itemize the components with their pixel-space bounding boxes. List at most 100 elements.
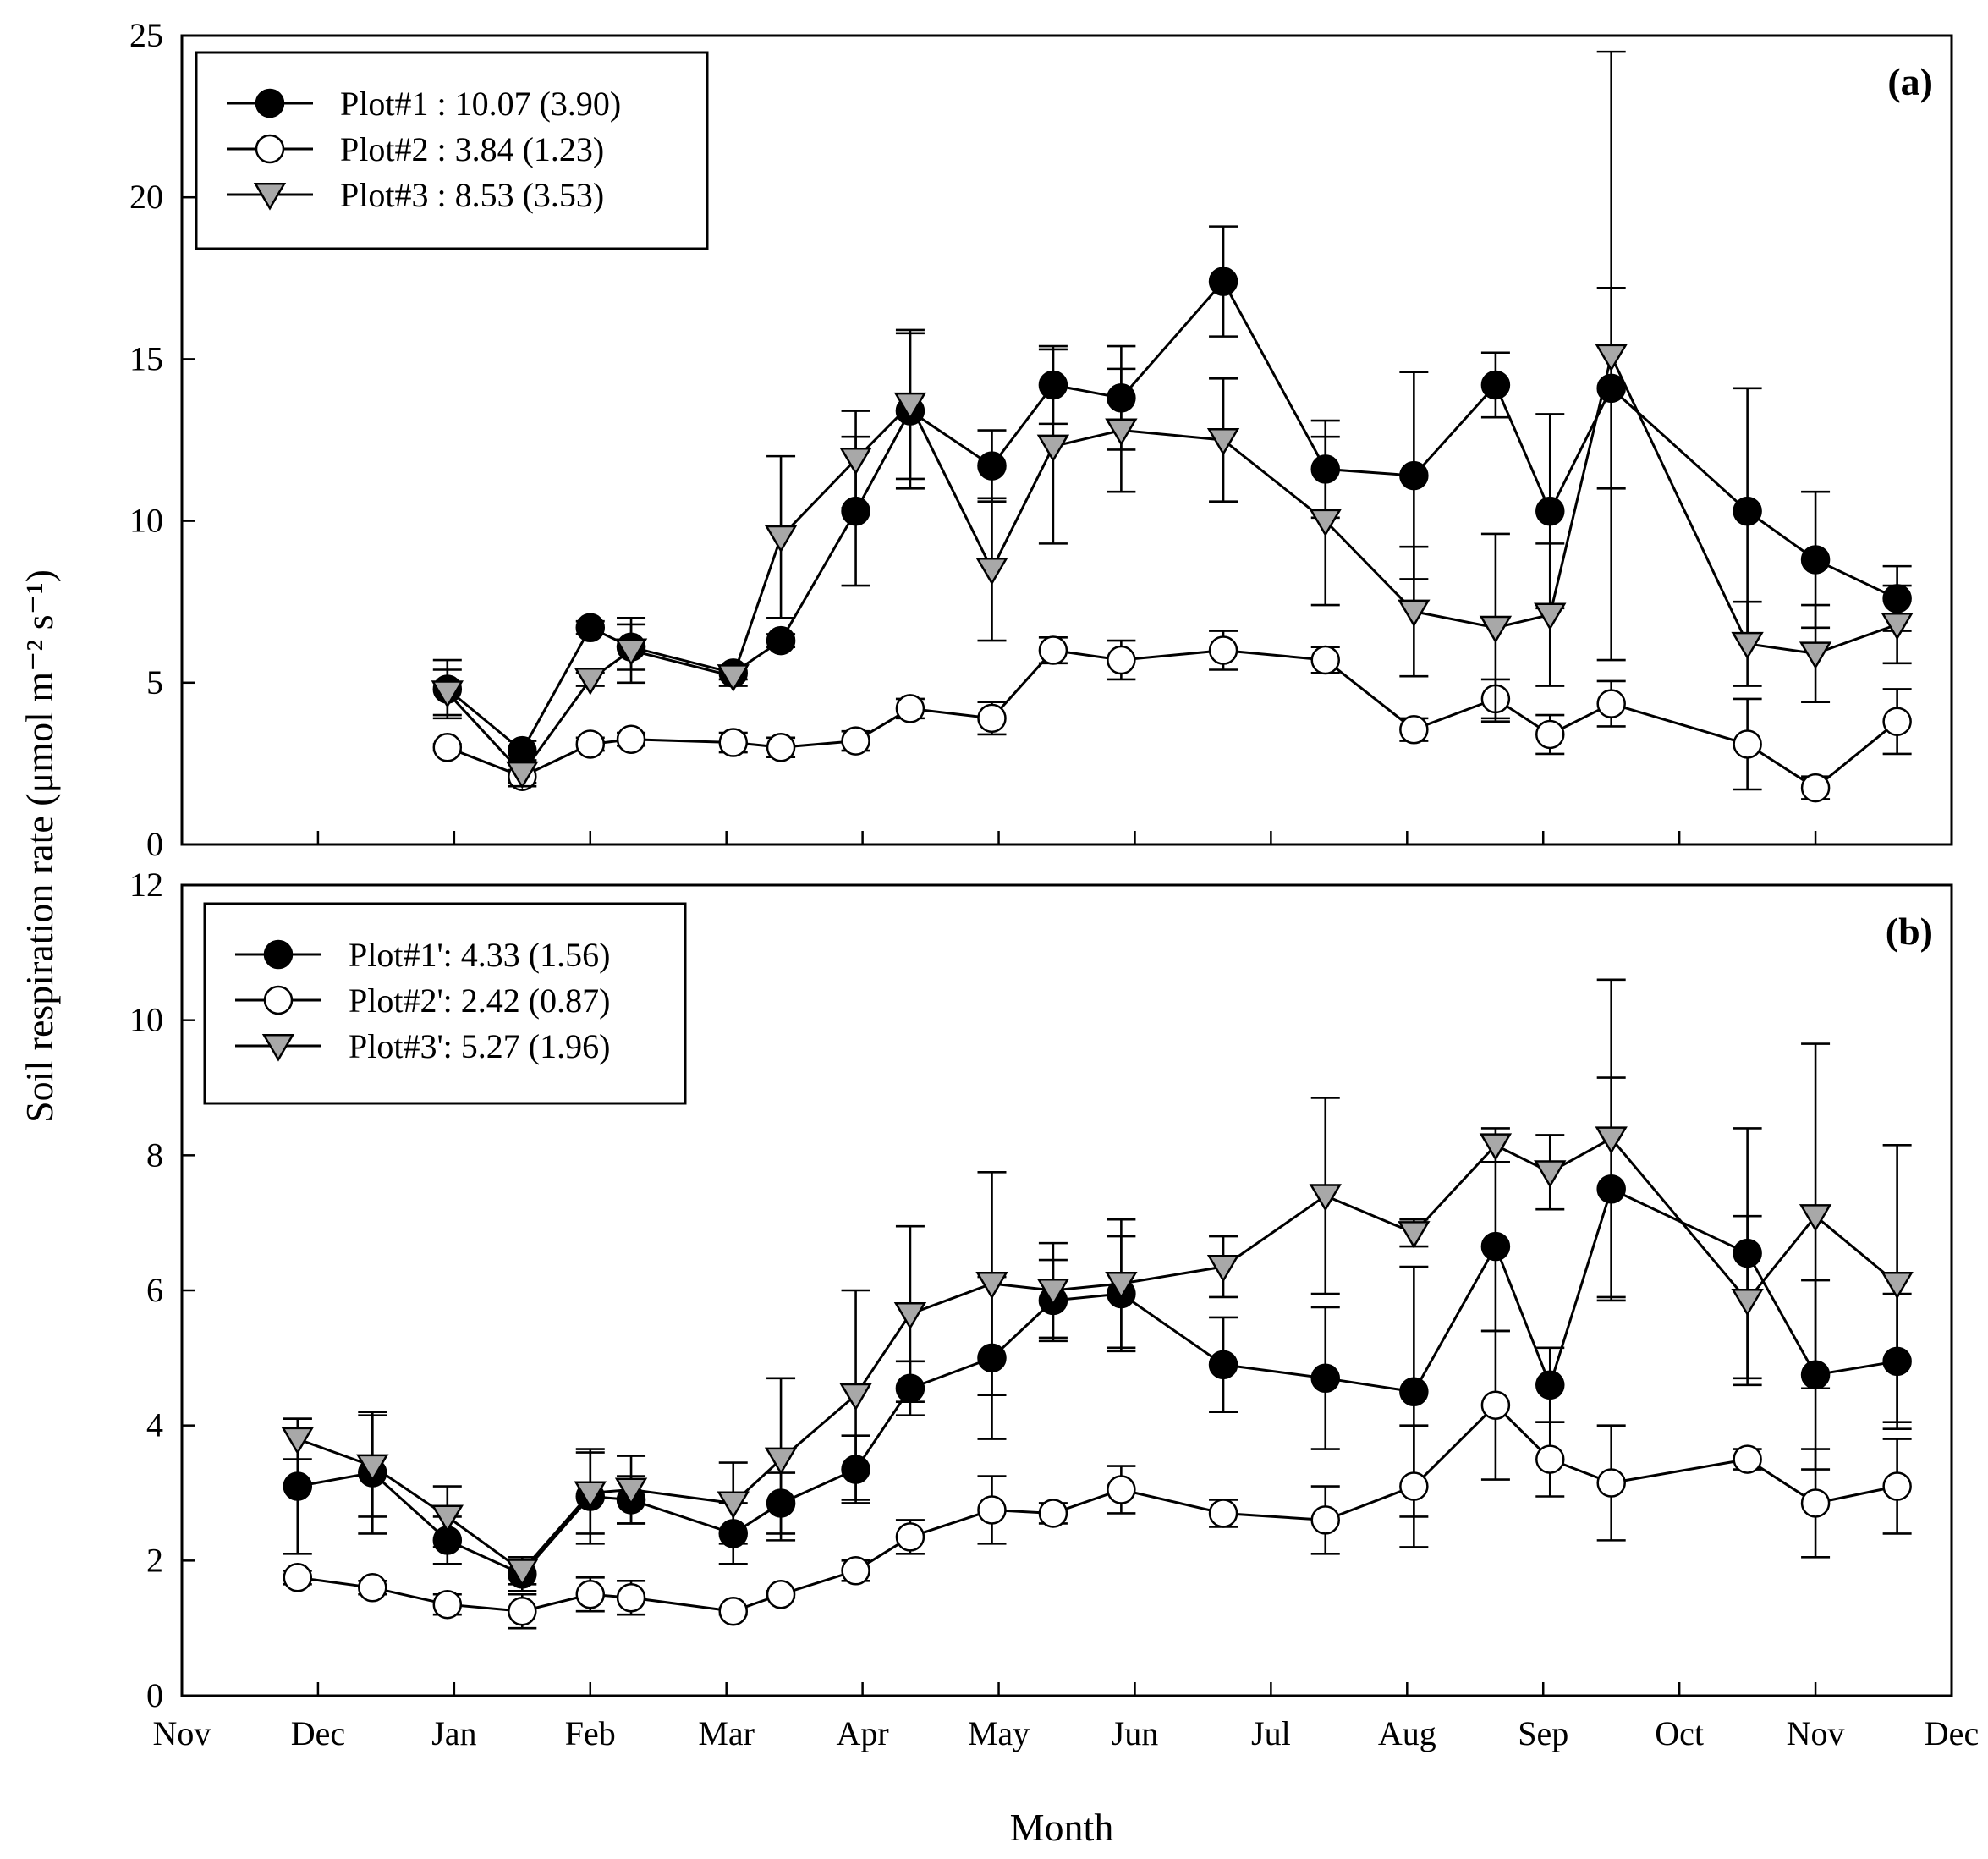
data-point (1535, 1370, 1565, 1400)
data-point (1398, 1221, 1431, 1249)
data-point (1399, 1377, 1429, 1406)
data-point (616, 1582, 646, 1613)
chart-panel-a: 0 5 10 15 20 25 (a) Plot#1 : 10.07 (3.90) Plot#2… (129, 16, 1953, 863)
data-point (975, 1272, 1008, 1300)
data-point (764, 1447, 798, 1476)
y-tick-label: 10 (129, 1001, 163, 1039)
data-point (975, 557, 1008, 586)
data-point (616, 724, 646, 754)
data-point (1731, 631, 1764, 660)
data-point (574, 667, 607, 696)
legend-entry: Plot#2': 2.42 (0.87) (235, 982, 610, 1020)
x-tick-label: Dec (1925, 1714, 1979, 1752)
legend-entry: Plot#2 : 3.84 (1.23) (227, 130, 604, 168)
data-point (1107, 645, 1136, 675)
data-point (1534, 1160, 1567, 1188)
data-point (1479, 615, 1513, 644)
x-tick-label: Jan (431, 1714, 476, 1752)
data-point (283, 1471, 313, 1501)
series-3 (431, 50, 1914, 789)
data-point (1310, 645, 1341, 675)
data-point (1479, 1133, 1513, 1161)
y-tick-label: 20 (129, 178, 163, 216)
data-point (1038, 1499, 1068, 1528)
series-1 (432, 225, 1912, 766)
series-line (297, 1403, 1897, 1613)
legend-marker (255, 134, 285, 164)
data-point (766, 1580, 796, 1609)
legend-label: Plot#3 : 8.53 (3.53) (340, 176, 604, 214)
data-point (1733, 729, 1762, 759)
legend-marker (255, 88, 285, 118)
legend-entry: Plot#1 : 10.07 (3.90) (227, 85, 621, 123)
data-point (841, 1556, 870, 1586)
data-point (432, 1589, 463, 1620)
data-point (1800, 773, 1831, 803)
data-point (977, 451, 1007, 481)
data-point (1596, 689, 1626, 718)
data-point (1206, 1255, 1240, 1283)
data-point (1733, 496, 1762, 526)
series-2 (432, 630, 1912, 803)
data-point (1799, 641, 1832, 669)
data-point (1038, 635, 1068, 665)
data-point (1731, 1288, 1764, 1317)
legend: Plot#1 : 10.07 (3.90) Plot#2 : 3.84 (1.23… (195, 51, 709, 250)
data-point (1208, 1350, 1238, 1380)
x-tick-label: Nov (1787, 1714, 1845, 1752)
data-point (614, 638, 648, 667)
data-point (1799, 1204, 1832, 1232)
x-tick-label: Jun (1112, 1714, 1159, 1752)
data-point (1399, 1471, 1429, 1501)
y-tick-label: 10 (129, 502, 163, 540)
data-point (1480, 370, 1511, 400)
data-point (841, 726, 870, 756)
data-point (1399, 460, 1429, 491)
y-tick-label: 8 (146, 1136, 163, 1174)
panel-label: (b) (1886, 910, 1933, 953)
data-point (508, 1596, 537, 1626)
y-tick-label: 4 (146, 1406, 163, 1444)
data-point (1881, 612, 1914, 641)
data-point (1595, 344, 1628, 372)
data-point (1480, 1390, 1511, 1420)
data-point (718, 728, 748, 757)
x-tick-label: Dec (291, 1714, 345, 1752)
y-tick-label: 0 (146, 1676, 163, 1714)
data-point (281, 1427, 314, 1455)
panel-label: (a) (1887, 60, 1933, 103)
chart-panel-b: 0 2 4 6 8 10 12 Nov Dec Jan Feb Mar Apr May Jun Jul Aug S… (129, 866, 1979, 1752)
y-tick-label: 15 (129, 339, 163, 377)
y-tick-label: 2 (146, 1541, 163, 1579)
legend-marker (263, 939, 294, 970)
data-point (1105, 1272, 1138, 1300)
x-tick-label: Nov (153, 1714, 211, 1752)
data-point (895, 1522, 925, 1552)
data-point (1733, 1444, 1762, 1474)
data-point (431, 1504, 464, 1533)
data-point (1036, 434, 1070, 463)
data-point (1534, 602, 1567, 631)
x-tick-label: Jul (1251, 1714, 1291, 1752)
data-point (718, 1596, 748, 1626)
series-line (446, 278, 1898, 753)
data-point (432, 733, 463, 762)
data-point (1309, 1184, 1342, 1212)
data-point (717, 664, 750, 692)
data-point (1480, 1231, 1511, 1262)
data-point (1800, 545, 1831, 575)
data-point (893, 392, 927, 421)
y-tick-label: 25 (129, 16, 163, 54)
data-point (1036, 1279, 1070, 1306)
data-point (766, 733, 796, 762)
data-point (764, 525, 798, 553)
data-point (575, 1580, 606, 1609)
data-point (893, 1301, 927, 1330)
legend-marker (261, 1034, 295, 1062)
series-line (297, 1136, 1898, 1573)
data-point (431, 680, 464, 708)
x-tick-label: Mar (698, 1714, 755, 1752)
legend-label: Plot#2': 2.42 (0.87) (349, 982, 610, 1020)
